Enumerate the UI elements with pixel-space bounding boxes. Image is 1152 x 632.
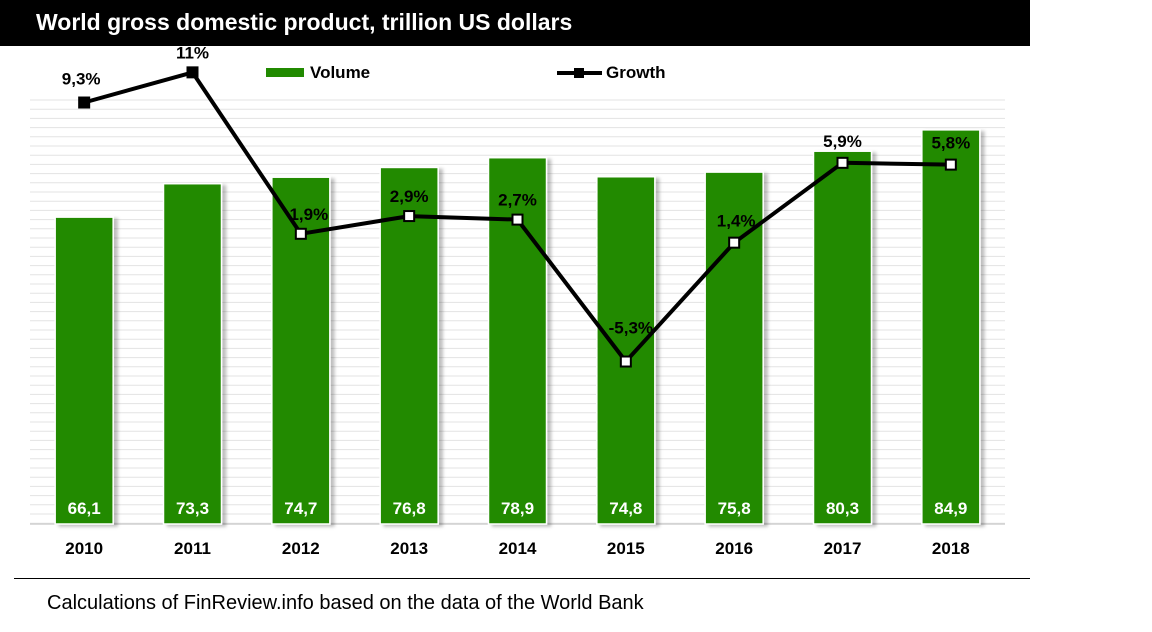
bar-2013	[379, 166, 439, 525]
growth-value-label: 9,3%	[62, 70, 101, 89]
bar-value-label: 75,8	[718, 499, 751, 518]
bar-2015	[596, 175, 656, 525]
growth-value-label: 5,8%	[931, 134, 970, 153]
chart-area: Volume Growth 66,1 73,3 74,7 76,8 78,9 74,8 75,…	[30, 46, 1005, 558]
bar-2010	[54, 216, 114, 525]
legend-label-volume: Volume	[310, 63, 370, 82]
bar-value-label: 80,3	[826, 499, 859, 518]
bar-value-label: 66,1	[68, 499, 101, 518]
growth-value-label: 1,9%	[289, 205, 328, 224]
bar-2018	[921, 129, 981, 525]
bar-2017	[812, 150, 873, 525]
x-axis: 2010 2011 2012 2013 2014 2015 2016 2017 2018	[65, 539, 969, 558]
bar-value-label: 84,9	[934, 499, 967, 518]
growth-marker	[728, 236, 741, 249]
legend: Volume Growth	[266, 63, 666, 82]
growth-marker	[836, 156, 849, 169]
growth-marker	[403, 210, 416, 223]
bar-value-label: 74,7	[284, 499, 317, 518]
growth-value-label: 11%	[176, 46, 209, 62]
bar-2014	[487, 156, 548, 525]
volume-bars: 66,1 73,3 74,7 76,8 78,9 74,8 75,8 80,3 84,9	[54, 129, 981, 525]
chart-title: World gross domestic product, trillion U…	[36, 9, 573, 35]
x-tick-label: 2010	[65, 539, 103, 558]
footer-divider	[14, 578, 1030, 579]
growth-marker	[619, 355, 632, 368]
growth-line: 9,3% 11% 1,9% 2,9% 2,7% -5,3% 1,4% 5,9% 5,8%	[62, 46, 970, 368]
growth-marker	[294, 227, 307, 240]
x-tick-label: 2011	[174, 539, 211, 558]
bar-value-label: 76,8	[393, 499, 426, 518]
growth-marker	[186, 66, 199, 79]
growth-value-label: 5,9%	[823, 132, 862, 151]
x-tick-label: 2016	[715, 539, 753, 558]
legend-swatch-volume	[266, 68, 304, 77]
bar-2011	[162, 182, 223, 525]
x-tick-label: 2015	[607, 539, 645, 558]
legend-marker-growth	[574, 68, 584, 78]
bar-value-label: 74,8	[609, 499, 642, 518]
growth-value-label: -5,3%	[609, 319, 653, 338]
x-tick-label: 2018	[932, 539, 970, 558]
growth-value-label: 2,7%	[498, 191, 537, 210]
x-tick-label: 2017	[824, 539, 862, 558]
growth-marker	[944, 158, 957, 171]
x-tick-label: 2013	[390, 539, 428, 558]
growth-marker	[78, 96, 91, 109]
growth-value-label: 1,4%	[717, 212, 756, 231]
x-tick-label: 2014	[499, 539, 537, 558]
growth-value-label: 2,9%	[390, 187, 429, 206]
source-note: Calculations of FinReview.info based on …	[47, 592, 644, 614]
growth-marker	[511, 213, 524, 226]
legend-label-growth: Growth	[606, 63, 666, 82]
x-tick-label: 2012	[282, 539, 320, 558]
bar-value-label: 73,3	[176, 499, 209, 518]
bar-value-label: 78,9	[501, 499, 534, 518]
title-bar: World gross domestic product, trillion U…	[0, 0, 1030, 46]
